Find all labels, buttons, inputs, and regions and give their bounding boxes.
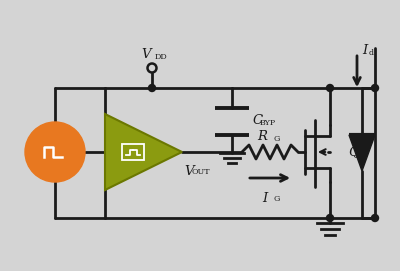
- Text: V: V: [141, 47, 151, 60]
- Text: OUT: OUT: [191, 168, 210, 176]
- Circle shape: [326, 215, 334, 221]
- Text: V: V: [184, 165, 194, 178]
- Bar: [122, 144, 144, 160]
- Text: d: d: [369, 49, 374, 57]
- Polygon shape: [349, 135, 375, 171]
- Text: G: G: [273, 195, 279, 203]
- Text: R: R: [257, 130, 267, 143]
- Text: BYP: BYP: [260, 119, 276, 127]
- Text: DD: DD: [155, 53, 168, 61]
- Polygon shape: [105, 114, 182, 190]
- Text: Q: Q: [348, 146, 359, 159]
- Circle shape: [372, 85, 378, 92]
- Circle shape: [148, 85, 156, 92]
- Text: I: I: [262, 192, 267, 205]
- Circle shape: [25, 122, 85, 182]
- Circle shape: [326, 85, 334, 92]
- Circle shape: [372, 215, 378, 221]
- Text: G: G: [273, 135, 279, 143]
- Text: C: C: [252, 114, 262, 127]
- Text: I: I: [362, 44, 367, 56]
